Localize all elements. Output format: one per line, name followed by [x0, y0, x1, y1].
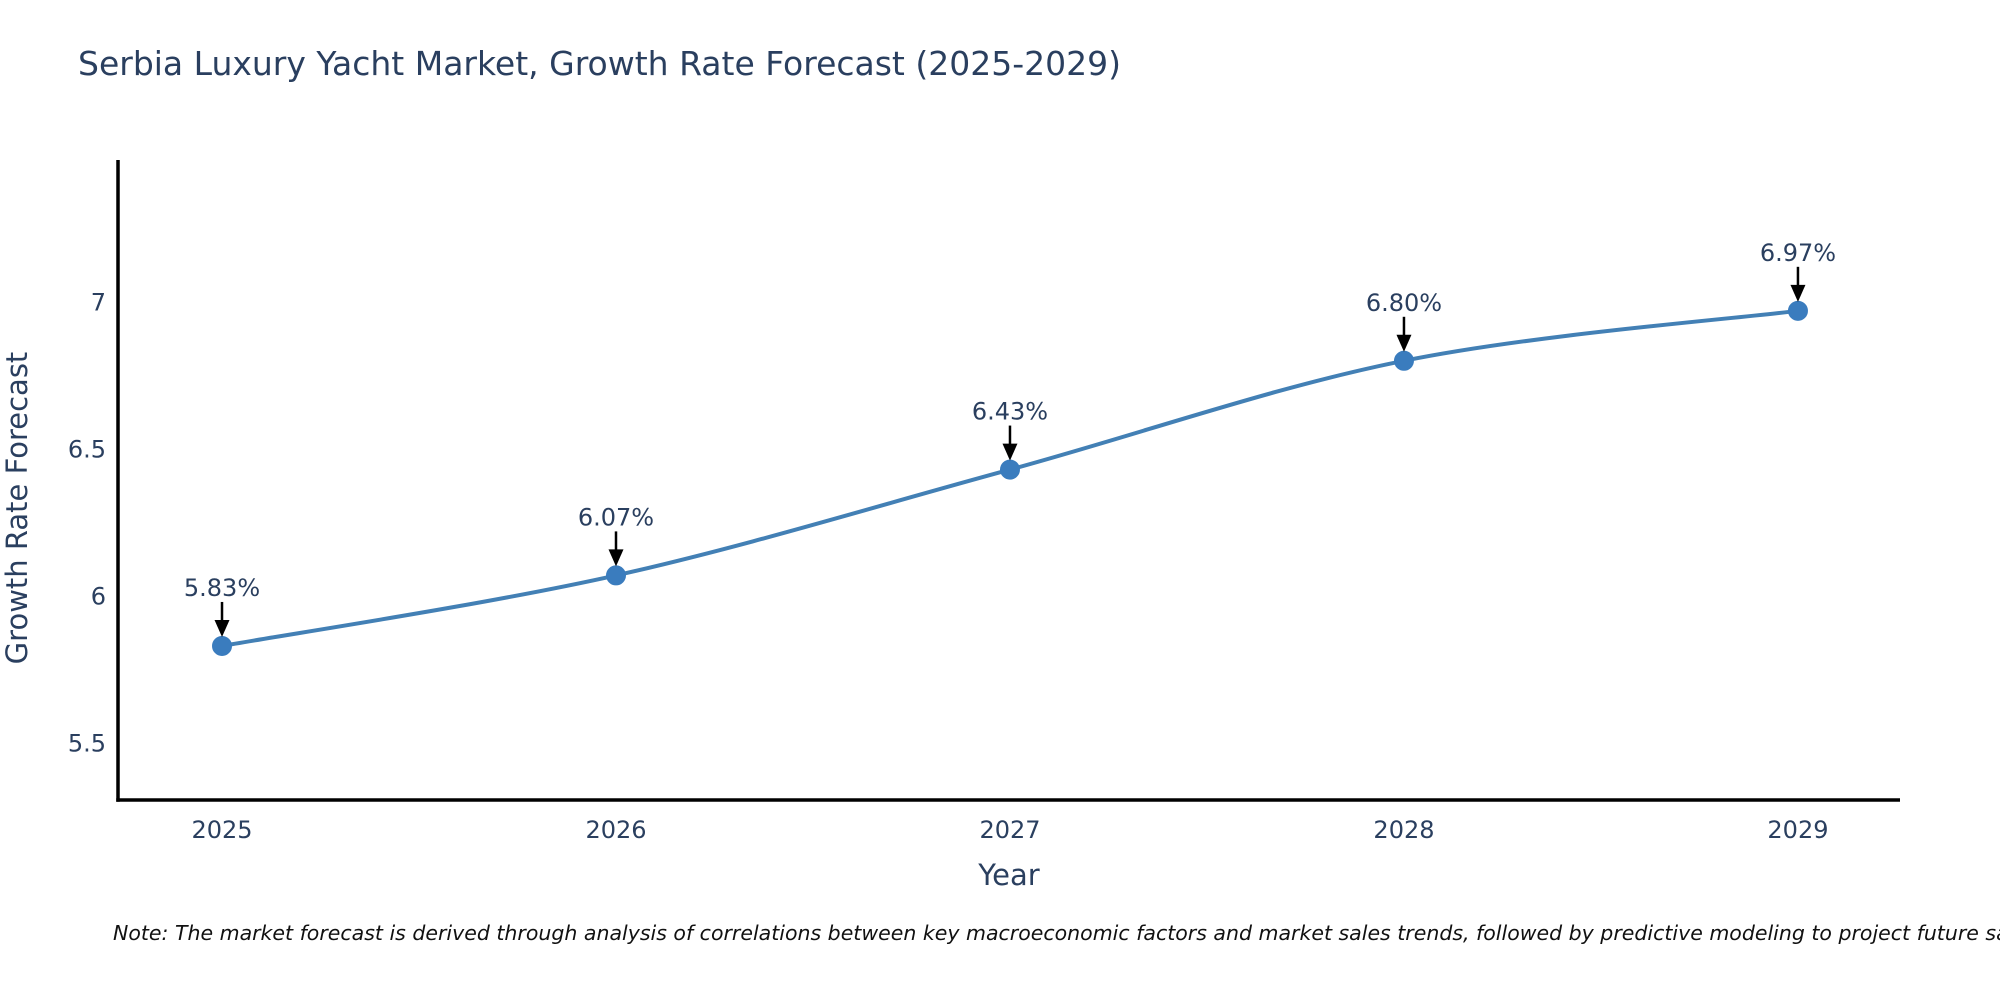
- annotation-label: 5.83%: [184, 574, 260, 602]
- x-tick-label: 2026: [585, 816, 646, 844]
- annotation: 6.43%: [972, 398, 1048, 461]
- axes: [116, 160, 1900, 802]
- annotation-label: 6.80%: [1366, 289, 1442, 317]
- x-axis-title: Year: [977, 858, 1039, 892]
- x-tick-label: 2028: [1373, 816, 1434, 844]
- annotation-label: 6.43%: [972, 398, 1048, 426]
- annotation-arrowhead: [1002, 443, 1018, 461]
- series-group: [212, 300, 1808, 656]
- data-point-marker: [1787, 300, 1808, 321]
- x-tick-label: 2029: [1767, 816, 1828, 844]
- annotation: 6.80%: [1366, 289, 1442, 352]
- x-tick-label: 2027: [979, 816, 1040, 844]
- annotation: 6.07%: [578, 503, 654, 567]
- x-axis-ticks: 2025 2026 2027 2028 2029: [191, 816, 1828, 844]
- annotation-arrowhead: [214, 619, 230, 637]
- annotations: 5.83% 6.07% 6.43% 6.80% 6.97%: [184, 239, 1836, 637]
- data-point-marker: [1393, 350, 1414, 371]
- y-tick-label: 7: [91, 288, 106, 316]
- x-tick-label: 2025: [191, 816, 252, 844]
- y-tick-label: 6.5: [68, 435, 106, 463]
- annotation-arrowhead: [1790, 284, 1806, 302]
- annotation: 5.83%: [184, 574, 260, 637]
- data-point-marker: [605, 565, 626, 586]
- chart-title: Serbia Luxury Yacht Market, Growth Rate …: [78, 44, 1121, 83]
- data-point-marker: [212, 635, 233, 656]
- y-axis-ticks: 5.5 6 6.5 7: [68, 288, 106, 757]
- y-tick-label: 5.5: [68, 729, 106, 757]
- annotation-label: 6.07%: [578, 503, 654, 531]
- annotation-label: 6.97%: [1760, 239, 1836, 267]
- data-point-marker: [999, 459, 1020, 480]
- annotation: 6.97%: [1760, 239, 1836, 302]
- y-tick-label: 6: [91, 582, 106, 610]
- annotation-arrowhead: [608, 549, 624, 567]
- note-text: Note: The market forecast is derived thr…: [113, 921, 2000, 945]
- y-axis-title: Growth Rate Forecast: [0, 352, 34, 665]
- annotation-arrowhead: [1396, 334, 1412, 352]
